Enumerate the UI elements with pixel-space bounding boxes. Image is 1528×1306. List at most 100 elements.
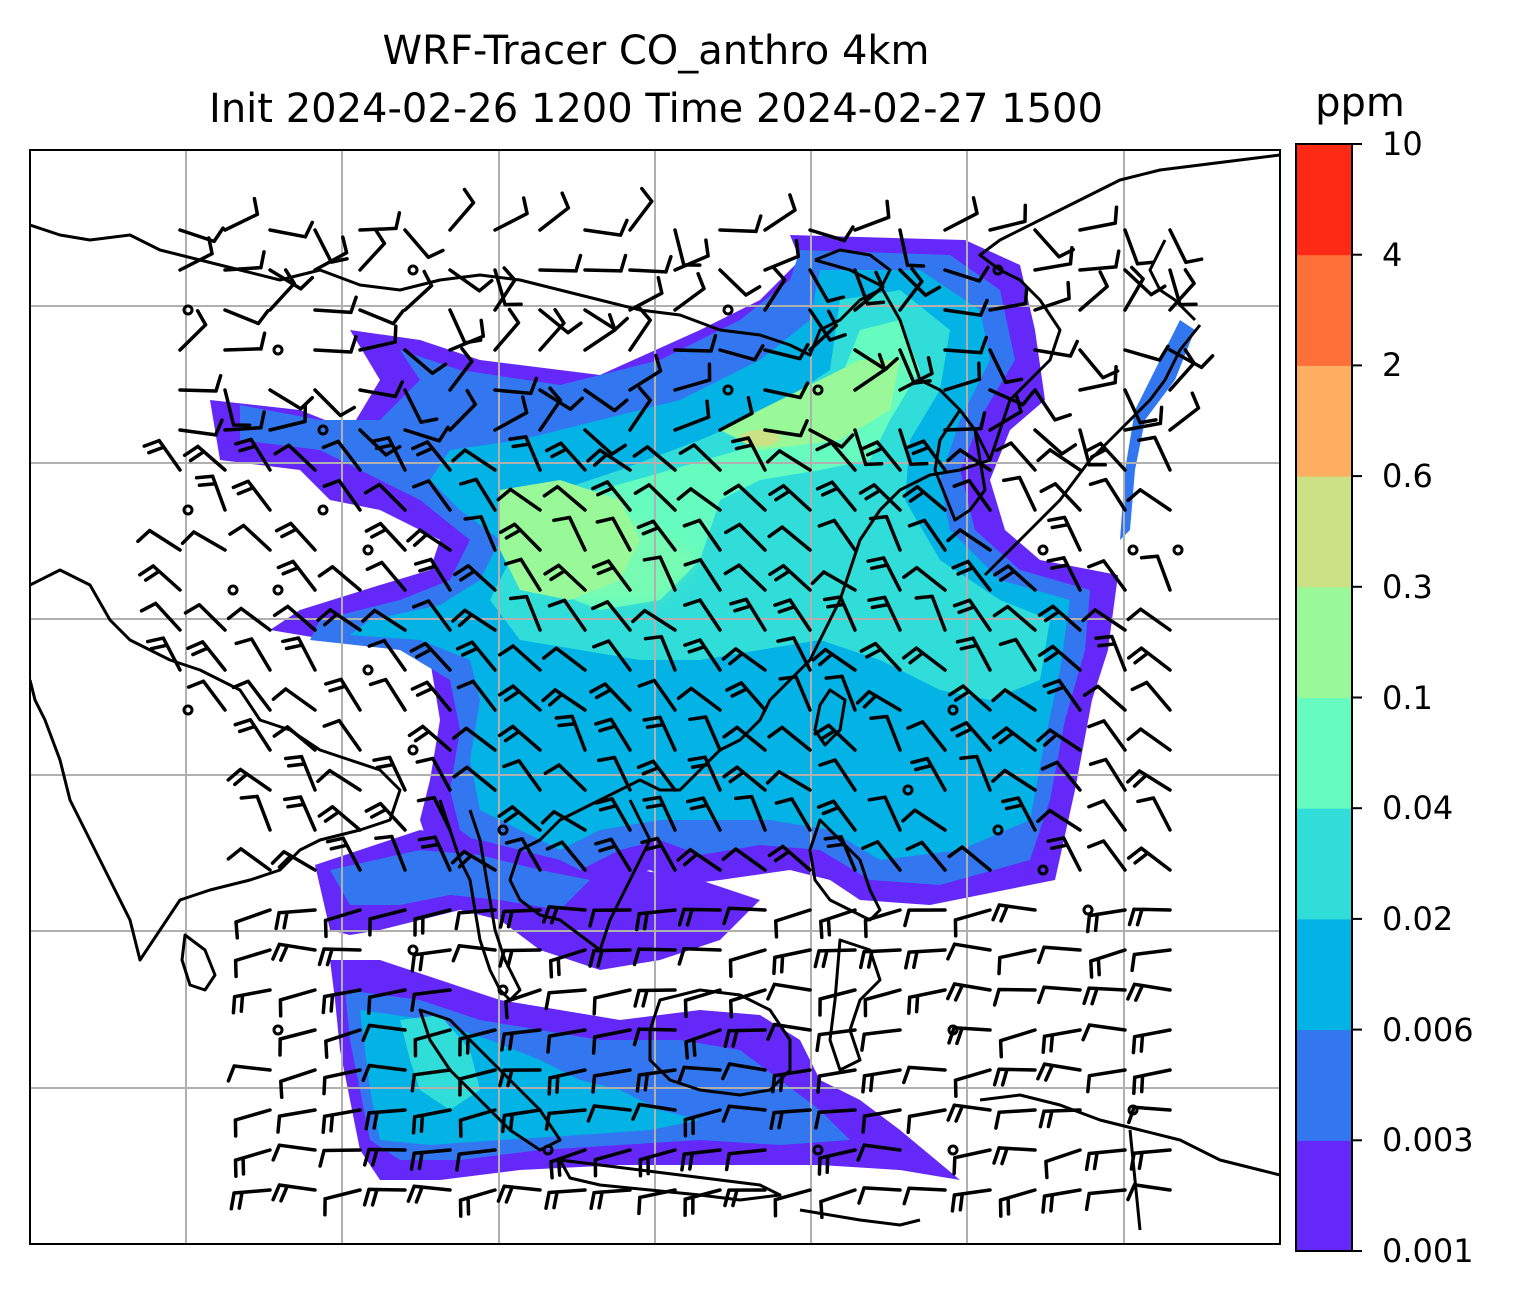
wind-barb (455, 1148, 497, 1172)
coastline-korea-china (814, 153, 1280, 462)
wind-barb (358, 308, 405, 326)
colorbar-tick-label: 0.1 (1382, 678, 1433, 717)
wind-barb (763, 419, 809, 438)
wind-barb (763, 342, 810, 361)
wind-barb (508, 594, 542, 632)
calm-wind-circle (1172, 544, 1184, 556)
wind-barb (1087, 719, 1127, 752)
wind-barb (223, 196, 260, 232)
wind-barb (814, 1108, 857, 1130)
wind-barb (1001, 796, 1037, 832)
wind-barb (998, 637, 1037, 672)
wind-barb (458, 1028, 497, 1057)
wind-barb (223, 308, 270, 326)
wind-barb (808, 428, 855, 449)
wind-barb (367, 988, 407, 1015)
wind-barb (1127, 1105, 1172, 1125)
wind-barb (594, 797, 632, 832)
wind-barb (1036, 448, 1082, 472)
calm-wind-circle (1037, 544, 1049, 556)
coastline-lesser-sunda (799, 1208, 921, 1227)
wind-barb (994, 1108, 1037, 1130)
wind-barb (417, 835, 452, 872)
wind-barb (226, 606, 272, 632)
wind-barb (371, 436, 407, 472)
wind-barb (145, 636, 182, 672)
wind-barb (718, 214, 763, 234)
wind-barb (857, 1186, 902, 1205)
wind-barb (410, 1068, 452, 1093)
wind-barb (634, 908, 677, 932)
wind-barb (988, 348, 1024, 385)
wind-barb (763, 266, 787, 312)
wind-barb (823, 835, 857, 872)
calm-wind-circle (902, 784, 914, 796)
wind-barb (673, 399, 711, 432)
wind-barb (368, 908, 407, 937)
wind-barb (898, 356, 934, 392)
wind-barb (676, 686, 722, 712)
wind-barb (901, 646, 947, 672)
wind-barb (538, 386, 563, 432)
wind-barb (178, 309, 208, 352)
wind-barb (766, 982, 812, 1001)
wind-barb (673, 238, 710, 272)
wind-barb (819, 1188, 857, 1220)
wind-barb (855, 689, 902, 712)
wind-barb (813, 948, 857, 969)
wind-barb (722, 765, 767, 792)
wind-barb (448, 346, 474, 392)
wind-barb (901, 808, 947, 832)
coastline-indochina (508, 788, 652, 952)
wind-barb (361, 608, 407, 632)
wind-barb (822, 595, 857, 632)
wind-barb (270, 850, 317, 872)
wind-barb (458, 1108, 497, 1138)
wind-barb (858, 948, 902, 970)
wind-barb (1033, 428, 1078, 456)
calm-wind-circle (992, 824, 1004, 836)
wind-barb (589, 682, 632, 712)
wind-barb (734, 794, 767, 832)
wind-barb (448, 187, 476, 232)
map-title-line-1: WRF-Tracer CO_anthro 4km (382, 28, 930, 74)
wind-barb (952, 478, 992, 512)
wind-barb (853, 199, 891, 232)
wind-barb (547, 598, 587, 632)
wind-barb (946, 448, 992, 472)
coastline-korean-peninsula (933, 408, 987, 522)
wind-barb (588, 908, 632, 928)
wind-barb (683, 1108, 722, 1138)
calm-wind-circle (317, 504, 329, 516)
wind-barb (1130, 680, 1172, 712)
tracer-plume-japan (1120, 320, 1195, 540)
wind-barb (498, 908, 542, 929)
wind-barb (583, 428, 627, 456)
wind-barb (943, 411, 987, 432)
wind-barb (274, 908, 317, 931)
wind-barb (276, 1108, 317, 1134)
wind-barb (1123, 265, 1145, 312)
wind-barb (988, 394, 1023, 432)
wind-barb (766, 1022, 812, 1041)
calm-wind-circle (947, 1144, 959, 1156)
wind-barb (1002, 475, 1037, 512)
colorbar-swatch (1296, 254, 1352, 366)
wind-barb (723, 1028, 767, 1049)
wind-barb (721, 647, 767, 672)
wind-barb (953, 1068, 992, 1098)
wind-barb (950, 1188, 992, 1213)
wind-barb (898, 428, 929, 467)
wind-barb (1081, 608, 1127, 632)
wind-barb (680, 1148, 722, 1172)
wind-barb (281, 636, 317, 672)
wind-barb (998, 1028, 1037, 1059)
calm-wind-circle (182, 304, 194, 316)
wind-barb (1126, 727, 1172, 752)
wind-barb (455, 640, 497, 672)
wind-barb (456, 679, 497, 712)
wind-barb (772, 948, 812, 976)
wind-barb (633, 483, 677, 512)
calm-wind-circle (1127, 544, 1139, 556)
wind-barb (853, 352, 887, 392)
